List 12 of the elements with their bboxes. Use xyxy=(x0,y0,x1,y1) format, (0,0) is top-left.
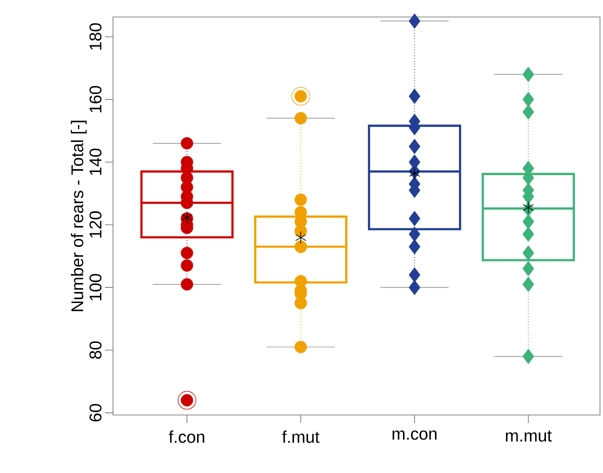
x-tick-label: f.mut xyxy=(282,430,320,443)
y-tick-label: 100 xyxy=(89,274,102,300)
x-tick-label: f.con xyxy=(168,430,204,443)
y-tick-label: 80 xyxy=(89,341,102,359)
y-axis-title: Number of rears - Total [-] xyxy=(70,120,87,312)
y-tick-label: 180 xyxy=(89,23,102,50)
x-tick-label: m.mut xyxy=(506,430,552,442)
y-tick-label: 160 xyxy=(89,86,102,112)
y-tick-label: 140 xyxy=(89,148,102,175)
x-tick-label: m.con xyxy=(392,430,436,440)
y-tick-label: 60 xyxy=(89,404,102,422)
y-tick-label: 120 xyxy=(89,211,102,238)
